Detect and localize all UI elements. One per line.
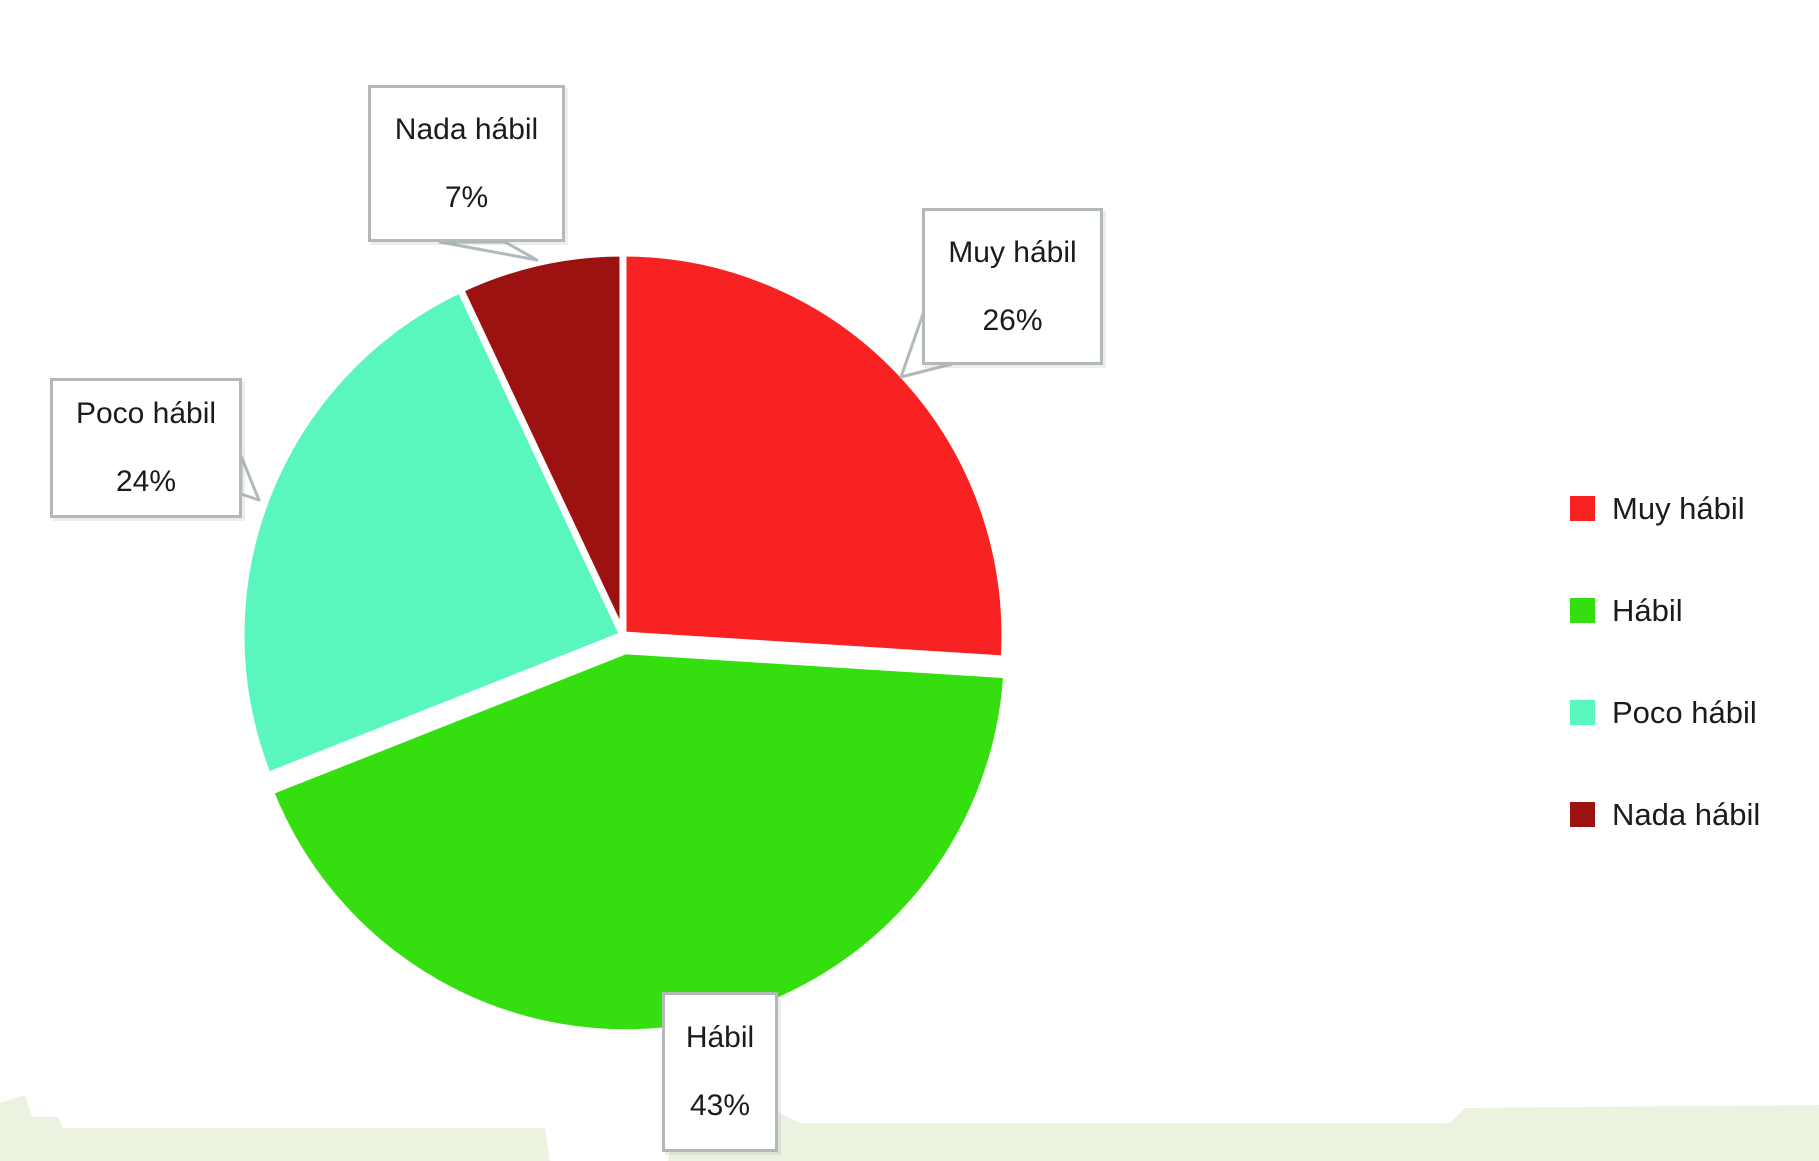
- pie-slices-group: [237, 249, 1011, 1037]
- legend-swatch-nada-habil: [1570, 801, 1595, 827]
- callout-habil: Hábil 43%: [662, 992, 778, 1152]
- legend-swatch-habil: [1570, 597, 1595, 623]
- callout-label: Hábil: [685, 1021, 755, 1054]
- pie-slice-nada-habil: [456, 249, 627, 639]
- callout-percent: 7%: [444, 180, 489, 214]
- pie-slice-poco-habil: [237, 285, 627, 780]
- legend-label: Poco hábil: [1612, 694, 1757, 730]
- callout-label: Poco hábil: [75, 397, 217, 430]
- legend-label: Nada hábil: [1612, 796, 1761, 832]
- callout-percent: 26%: [982, 303, 1043, 337]
- callout-label: Muy hábil: [948, 235, 1077, 269]
- legend-item-habil: Hábil: [1570, 559, 1810, 661]
- legend-swatch-poco-habil: [1570, 699, 1595, 725]
- callout-percent: 24%: [115, 465, 177, 498]
- legend-item-poco-habil: Poco hábil: [1570, 661, 1810, 763]
- callout-tail-poco-habil: [239, 454, 261, 502]
- legend-item-muy-habil: Muy hábil: [1570, 457, 1810, 559]
- callout-percent: 43%: [689, 1089, 751, 1122]
- legend-item-nada-habil: Nada hábil: [1570, 763, 1810, 865]
- callout-label: Nada hábil: [394, 112, 539, 146]
- legend-label: Muy hábil: [1612, 490, 1745, 526]
- legend-swatch-muy-habil: [1570, 495, 1595, 521]
- bottom-band-decoration: [0, 1090, 1819, 1161]
- legend-label: Hábil: [1612, 592, 1683, 628]
- legend: Muy hábil Hábil Poco hábil Nada hábil: [1570, 457, 1810, 865]
- callout-muy-habil: Muy hábil 26%: [922, 208, 1103, 365]
- callout-tail-nada-habil: [438, 240, 539, 262]
- callout-nada-habil: Nada hábil 7%: [368, 85, 565, 242]
- callout-poco-habil: Poco hábil 24%: [50, 378, 242, 518]
